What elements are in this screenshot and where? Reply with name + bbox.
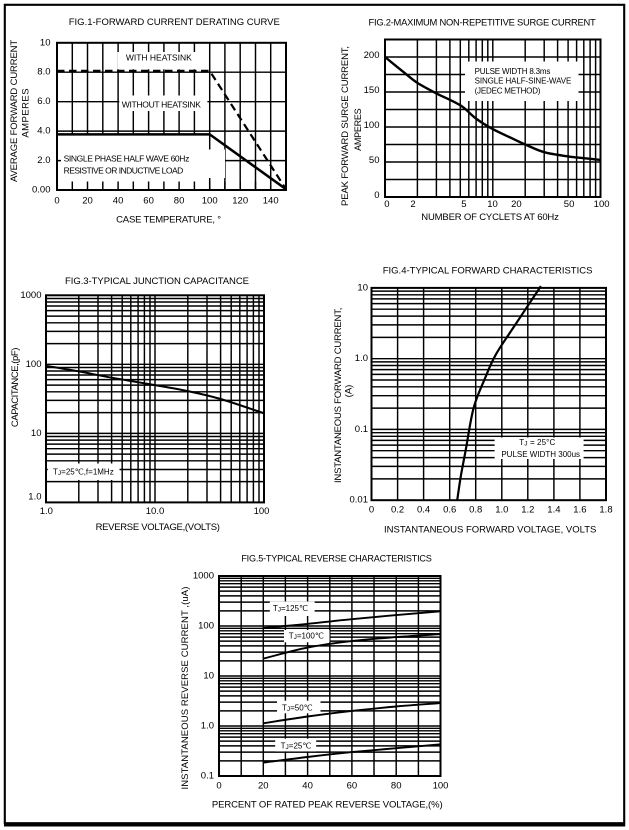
svg-text:WITHOUT HEATSINK: WITHOUT HEATSINK xyxy=(122,100,201,110)
svg-text:INSTANTANEOUS REVERSE CURREN: INSTANTANEOUS REVERSE CURRENT ,(uA) xyxy=(180,586,191,789)
svg-text:1000: 1000 xyxy=(193,571,214,582)
svg-text:10.0: 10.0 xyxy=(146,506,165,517)
svg-text:0.6: 0.6 xyxy=(443,505,456,516)
svg-text:2: 2 xyxy=(410,199,415,210)
svg-text:FIG.1-FORWARD CURRENT DERATING: FIG.1-FORWARD CURRENT DERATING CURVE xyxy=(69,17,280,28)
svg-text:0: 0 xyxy=(384,199,389,210)
svg-text:100: 100 xyxy=(433,780,449,791)
svg-text:60: 60 xyxy=(347,780,358,791)
svg-text:RESISTIVE OR INDUCTIVE LOAD: RESISTIVE OR INDUCTIVE LOAD xyxy=(64,165,184,175)
svg-text:0.8: 0.8 xyxy=(469,505,482,516)
svg-text:0.4: 0.4 xyxy=(417,505,430,516)
svg-text:1000: 1000 xyxy=(20,290,41,301)
svg-text:150: 150 xyxy=(364,85,380,96)
svg-text:AMPERES: AMPERES xyxy=(21,88,32,138)
svg-text:40: 40 xyxy=(113,195,124,206)
svg-text:5: 5 xyxy=(461,199,466,210)
svg-text:0: 0 xyxy=(54,195,59,206)
svg-text:SINGLE HALF-SINE-WAVE: SINGLE HALF-SINE-WAVE xyxy=(475,77,572,86)
svg-text:1.6: 1.6 xyxy=(573,505,586,516)
svg-text:10: 10 xyxy=(40,37,51,48)
svg-text:100: 100 xyxy=(198,621,214,632)
svg-text:INSTANTANEOUS FORWARD VOLTAGE,: INSTANTANEOUS FORWARD VOLTAGE, VOLTS xyxy=(384,524,596,535)
svg-text:10: 10 xyxy=(203,671,214,682)
svg-text:20: 20 xyxy=(258,780,269,791)
svg-text:INSTANTANEOUS FORWARD CURRENT,: INSTANTANEOUS FORWARD CURRENT, xyxy=(333,308,344,483)
svg-text:10: 10 xyxy=(357,282,368,293)
svg-text:0: 0 xyxy=(216,780,221,791)
svg-text:10: 10 xyxy=(487,199,498,210)
svg-text:100: 100 xyxy=(364,120,380,131)
svg-text:20: 20 xyxy=(82,195,93,206)
svg-text:0: 0 xyxy=(369,505,374,516)
svg-text:2.0: 2.0 xyxy=(37,155,50,166)
svg-text:80: 80 xyxy=(391,780,402,791)
svg-text:0.00: 0.00 xyxy=(32,185,51,196)
svg-text:1.4: 1.4 xyxy=(547,505,560,516)
svg-text:100: 100 xyxy=(254,506,270,517)
svg-text:200: 200 xyxy=(364,50,380,61)
svg-text:FIG.3-TYPICAL JUNCTION CAPACIT: FIG.3-TYPICAL JUNCTION CAPACITANCE xyxy=(65,276,249,287)
svg-text:0: 0 xyxy=(374,190,379,201)
svg-text:1.0: 1.0 xyxy=(28,492,41,503)
svg-text:FIG.4-TYPICAL FORWARD CHARACTE: FIG.4-TYPICAL FORWARD CHARACTERISTICS xyxy=(383,266,593,277)
svg-text:(A): (A) xyxy=(344,385,355,398)
svg-text:AVERAGE FORWARD CURRENT: AVERAGE FORWARD CURRENT xyxy=(9,40,20,182)
svg-text:FIG.2-MAXIMUM NON-REPETITIVE: FIG.2-MAXIMUM NON-REPETITIVE SURGE CURRE… xyxy=(368,16,596,27)
svg-text:20: 20 xyxy=(511,199,522,210)
svg-text:CASE TEMPERATURE, °: CASE TEMPERATURE, ° xyxy=(116,215,221,226)
svg-text:80: 80 xyxy=(174,195,185,206)
svg-text:PERCENT OF RATED PEAK REVERSE: PERCENT OF RATED PEAK REVERSE VOLTAGE,(%… xyxy=(212,800,443,811)
svg-text:0.1: 0.1 xyxy=(201,771,214,782)
svg-text:10: 10 xyxy=(31,428,42,439)
svg-text:WITH HEATSINK: WITH HEATSINK xyxy=(126,53,192,63)
svg-text:TJ=100℃: TJ=100℃ xyxy=(289,632,324,641)
svg-text:TJ=25℃,f=1MHz: TJ=25℃,f=1MHz xyxy=(53,468,114,477)
svg-text:100: 100 xyxy=(26,359,42,370)
svg-text:1.0: 1.0 xyxy=(355,353,368,364)
svg-text:120: 120 xyxy=(232,195,248,206)
svg-text:1.2: 1.2 xyxy=(521,505,534,516)
svg-text:1.0: 1.0 xyxy=(201,721,214,732)
svg-text:PULSE WIDTH 300us: PULSE WIDTH 300us xyxy=(501,450,580,459)
svg-text:PULSE WIDTH 8.3ms: PULSE WIDTH 8.3ms xyxy=(475,67,551,76)
svg-text:50: 50 xyxy=(564,199,575,210)
svg-text:50: 50 xyxy=(369,155,380,166)
svg-text:4.0: 4.0 xyxy=(37,126,50,137)
svg-text:60: 60 xyxy=(143,195,154,206)
svg-text:TJ=125℃: TJ=125℃ xyxy=(273,604,308,613)
svg-text:40: 40 xyxy=(302,780,313,791)
svg-text:1.0: 1.0 xyxy=(40,506,53,517)
svg-text:TJ = 25°C: TJ = 25°C xyxy=(519,438,555,447)
svg-text:NUMBER OF CYCLETS AT 60Hz: NUMBER OF CYCLETS AT 60Hz xyxy=(421,212,559,223)
svg-text:AMPERES: AMPERES xyxy=(353,108,363,151)
svg-text:140: 140 xyxy=(263,195,279,206)
svg-text:0.2: 0.2 xyxy=(391,505,404,516)
svg-text:SINGLE PHASE HALF WAVE 60Hz: SINGLE PHASE HALF WAVE 60Hz xyxy=(64,154,189,164)
svg-text:PEAK FORWARD SURGE CURRENT,: PEAK FORWARD SURGE CURRENT, xyxy=(340,46,351,206)
svg-text:TJ=50℃: TJ=50℃ xyxy=(282,704,313,713)
svg-text:1.0: 1.0 xyxy=(495,505,508,516)
svg-text:REVERSE VOLTAGE,(VOLTS): REVERSE VOLTAGE,(VOLTS) xyxy=(96,522,220,533)
svg-text:CAPACITANCE,(pF): CAPACITANCE,(pF) xyxy=(10,348,21,427)
svg-text:1.8: 1.8 xyxy=(599,505,612,516)
svg-text:TJ=25℃: TJ=25℃ xyxy=(281,741,312,750)
svg-text:FIG.5-TYPICAL REVERSE CHARACTE: FIG.5-TYPICAL REVERSE CHARACTERISTICS xyxy=(241,554,431,564)
svg-text:6.0: 6.0 xyxy=(37,96,50,107)
svg-text:0.01: 0.01 xyxy=(350,495,369,506)
svg-text:0.1: 0.1 xyxy=(355,424,368,435)
svg-text:(JEDEC METHOD): (JEDEC METHOD) xyxy=(475,87,541,96)
svg-text:100: 100 xyxy=(594,199,610,210)
svg-text:8.0: 8.0 xyxy=(37,67,50,78)
svg-text:100: 100 xyxy=(202,195,218,206)
